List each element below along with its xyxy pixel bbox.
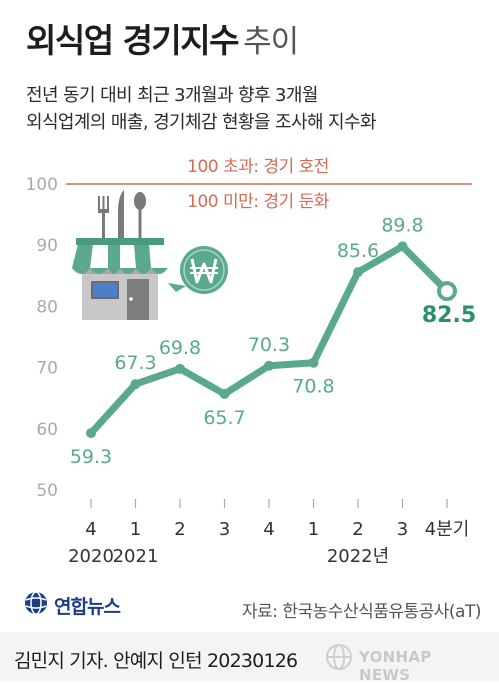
data-point	[308, 357, 319, 368]
y-tick-label: 80	[36, 297, 58, 317]
data-point	[353, 267, 363, 278]
chart-title: 외식업 경기지수 추이	[26, 14, 299, 62]
reference-label-below: 100 미만: 경기 둔화	[187, 192, 330, 212]
series-group: 59.3 67.369.8 65.7 70.370.8 85.689.8 82.5	[70, 214, 476, 468]
line-chart: 50 60 70 80 90 100 100 초과: 경기 호전 100 미만: 경기 둔화	[26, 157, 477, 567]
x-category-label: 1	[130, 519, 141, 540]
y-tick-label: 70	[36, 359, 58, 379]
title-main: 외식업 경기지수	[26, 21, 240, 60]
watermark-globe-icon	[326, 644, 352, 670]
subtitle-line-2: 외식업계의 매출, 경기체감 현황을 조사해 지수화	[26, 112, 377, 133]
x-category-label: 3	[219, 519, 230, 540]
x-category-label: 3	[397, 519, 408, 540]
data-point	[130, 379, 141, 390]
data-point	[397, 241, 408, 252]
data-label: 59.3	[70, 446, 112, 468]
x-year-label: 2021	[113, 546, 159, 567]
data-label: 67.3	[114, 352, 156, 374]
data-label: 65.7	[203, 407, 245, 429]
reference-label-above: 100 초과: 경기 호전	[187, 157, 329, 177]
data-source: 자료: 한국농수산식품유통공사(aT)	[241, 602, 482, 622]
data-label: 85.6	[337, 240, 379, 262]
restaurant-store-icon	[72, 190, 168, 320]
x-category-label: 2	[352, 519, 363, 540]
x-category-label: 4	[263, 519, 274, 540]
data-point-highlight	[437, 281, 457, 302]
data-label: 70.8	[292, 376, 334, 398]
yonhap-logo: 연합뉴스	[18, 589, 148, 621]
x-category-label: 2	[174, 519, 185, 540]
data-point	[219, 388, 230, 399]
data-point	[86, 428, 96, 439]
x-category-label: 4	[85, 519, 96, 540]
x-year-label: 2022년	[327, 546, 389, 567]
y-tick-label: 90	[36, 236, 58, 256]
y-tick-label: 60	[36, 420, 58, 440]
yonhap-globe-icon	[25, 591, 47, 615]
watermark-text: YONHAP NEWS	[359, 648, 432, 684]
reference-line-group: 100 초과: 경기 호전 100 미만: 경기 둔화	[66, 157, 472, 212]
y-tick-label: 50	[36, 481, 58, 501]
won-speech-bubble-icon	[168, 246, 228, 294]
data-label: 89.8	[381, 214, 423, 236]
y-tick-label: 100	[26, 175, 58, 195]
title-suffix: 추이	[243, 24, 299, 60]
y-axis: 50 60 70 80 90 100	[26, 175, 58, 501]
credit-line: 김민지 기자. 안예지 인턴 20230126	[14, 650, 298, 672]
data-point	[264, 360, 274, 371]
footer-bar: 김민지 기자. 안예지 인턴 20230126 YONHAP NEWS	[0, 632, 499, 684]
subtitle-line-1: 전년 동기 대비 최근 3개월과 향후 3개월	[26, 85, 318, 106]
x-category-label: 1	[308, 519, 319, 540]
x-year-label: 2020	[68, 546, 114, 567]
data-label: 69.8	[159, 337, 201, 359]
data-label: 82.5	[422, 303, 476, 328]
watermark: YONHAP NEWS	[325, 643, 485, 684]
data-point	[175, 363, 185, 374]
data-label: 70.3	[248, 334, 290, 356]
logo-text: 연합뉴스	[54, 596, 121, 618]
x-category-label: 4분기	[425, 519, 470, 540]
